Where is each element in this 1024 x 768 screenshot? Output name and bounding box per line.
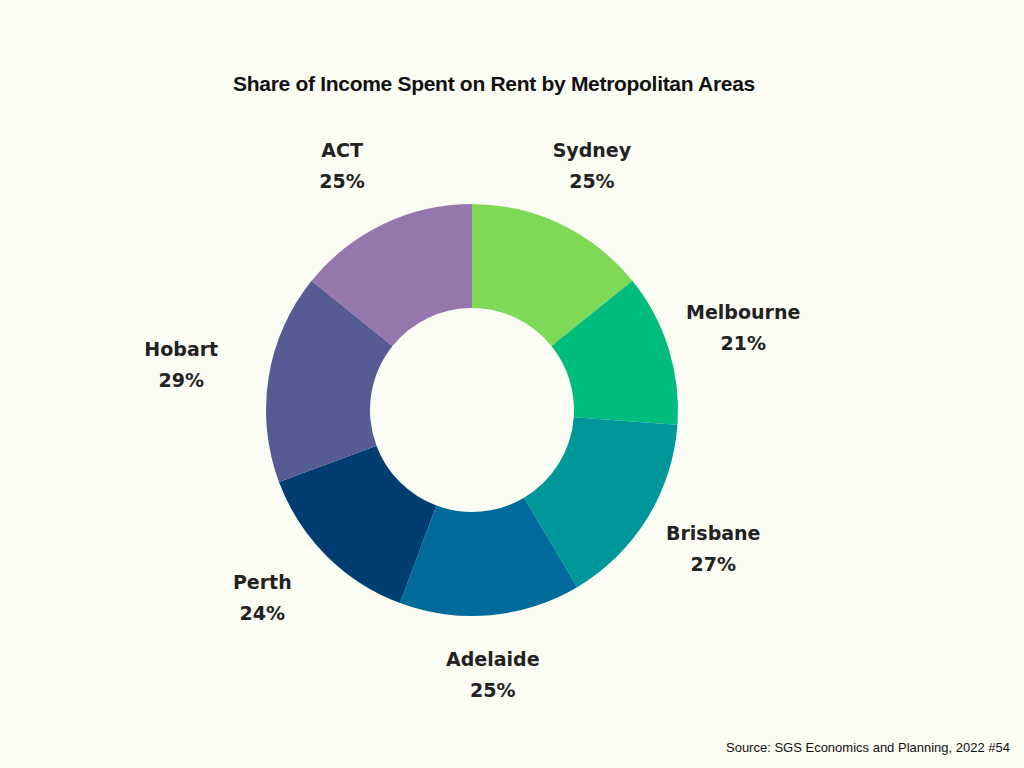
svg-text:ACT25%: ACT25% — [319, 139, 364, 192]
svg-text:Perth24%: Perth24% — [233, 571, 292, 624]
svg-text:Sydney25%: Sydney25% — [553, 139, 632, 192]
html-text:Share of Income Spent on Rent: Share of Income Spent on Rent by Metropo… — [233, 72, 755, 95]
svg-text:Brisbane27%: Brisbane27% — [666, 522, 761, 575]
svg-text:Adelaide25%: Adelaide25% — [446, 648, 540, 701]
svg-text:Melbourne21%: Melbourne21% — [686, 301, 800, 354]
svg-text:Hobart29%: Hobart29% — [144, 338, 218, 391]
html-text:Source: SGS Economics and Plan: Source: SGS Economics and Planning, 2022… — [726, 740, 1010, 755]
